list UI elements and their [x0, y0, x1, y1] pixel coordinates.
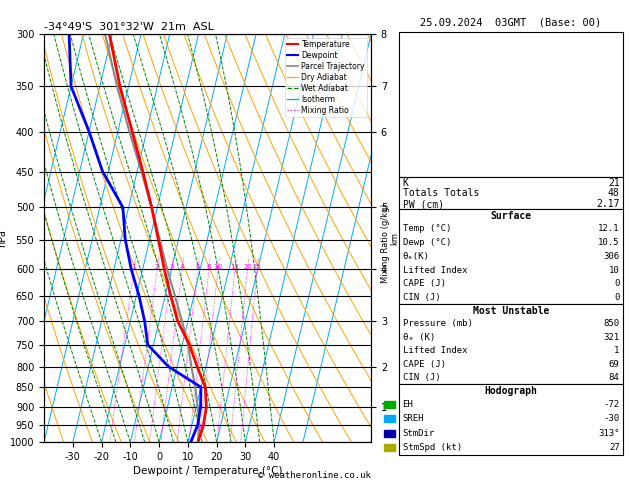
Text: 313°: 313°	[598, 429, 620, 438]
Text: 0: 0	[614, 279, 620, 288]
Text: 15: 15	[231, 264, 240, 270]
Text: 10.5: 10.5	[598, 238, 620, 247]
Legend: Temperature, Dewpoint, Parcel Trajectory, Dry Adiabat, Wet Adiabat, Isotherm, Mi: Temperature, Dewpoint, Parcel Trajectory…	[285, 38, 367, 117]
Text: θₑ(K): θₑ(K)	[403, 252, 430, 261]
Text: LCL: LCL	[410, 40, 425, 49]
Text: θₑ (K): θₑ (K)	[403, 332, 435, 342]
Text: 8: 8	[207, 264, 211, 270]
Text: Surface: Surface	[491, 211, 532, 221]
Text: CIN (J): CIN (J)	[403, 373, 440, 382]
Text: CAPE (J): CAPE (J)	[403, 279, 445, 288]
Text: Lifted Index: Lifted Index	[403, 265, 467, 275]
Text: 10: 10	[214, 264, 223, 270]
Text: 2.17: 2.17	[596, 199, 620, 209]
Text: Mixing Ratio (g/kg): Mixing Ratio (g/kg)	[381, 203, 389, 283]
Text: StmSpd (kt): StmSpd (kt)	[403, 443, 462, 452]
Text: SREH: SREH	[403, 414, 424, 423]
Text: -34°49'S  301°32'W  21m  ASL: -34°49'S 301°32'W 21m ASL	[44, 22, 214, 32]
Text: Totals Totals: Totals Totals	[403, 189, 479, 198]
Text: 25.09.2024  03GMT  (Base: 00): 25.09.2024 03GMT (Base: 00)	[420, 17, 602, 27]
Text: 850: 850	[603, 319, 620, 328]
Text: 10: 10	[609, 265, 620, 275]
Text: 69: 69	[609, 360, 620, 369]
Text: StmDir: StmDir	[403, 429, 435, 438]
Y-axis label: hPa: hPa	[0, 229, 7, 247]
Text: 27: 27	[609, 443, 620, 452]
Text: CAPE (J): CAPE (J)	[403, 360, 445, 369]
Text: PW (cm): PW (cm)	[403, 199, 443, 209]
Text: 25: 25	[253, 264, 262, 270]
Text: 6: 6	[196, 264, 200, 270]
Text: -30: -30	[603, 414, 620, 423]
Text: Dewp (°C): Dewp (°C)	[403, 238, 451, 247]
Text: 21: 21	[608, 178, 620, 188]
Text: 84: 84	[609, 373, 620, 382]
Text: EH: EH	[403, 400, 413, 409]
Text: 12.1: 12.1	[598, 225, 620, 233]
Text: K: K	[403, 178, 408, 188]
Text: 0: 0	[614, 293, 620, 302]
Text: 3: 3	[169, 264, 174, 270]
Text: 321: 321	[603, 332, 620, 342]
Text: Pressure (mb): Pressure (mb)	[403, 319, 472, 328]
Text: Most Unstable: Most Unstable	[473, 306, 549, 315]
Text: kt: kt	[443, 32, 451, 41]
Y-axis label: km
ASL: km ASL	[390, 230, 409, 246]
Text: -72: -72	[603, 400, 620, 409]
Text: CIN (J): CIN (J)	[403, 293, 440, 302]
Text: Hodograph: Hodograph	[484, 386, 538, 396]
Text: 20: 20	[243, 264, 252, 270]
Text: Lifted Index: Lifted Index	[403, 346, 467, 355]
Text: 4: 4	[180, 264, 184, 270]
Text: 2: 2	[155, 264, 159, 270]
Text: 306: 306	[603, 252, 620, 261]
Text: 1: 1	[614, 346, 620, 355]
Text: © weatheronline.co.uk: © weatheronline.co.uk	[258, 471, 371, 480]
X-axis label: Dewpoint / Temperature (°C): Dewpoint / Temperature (°C)	[133, 466, 282, 476]
Text: Temp (°C): Temp (°C)	[403, 225, 451, 233]
Text: 1: 1	[131, 264, 136, 270]
Text: 48: 48	[608, 189, 620, 198]
